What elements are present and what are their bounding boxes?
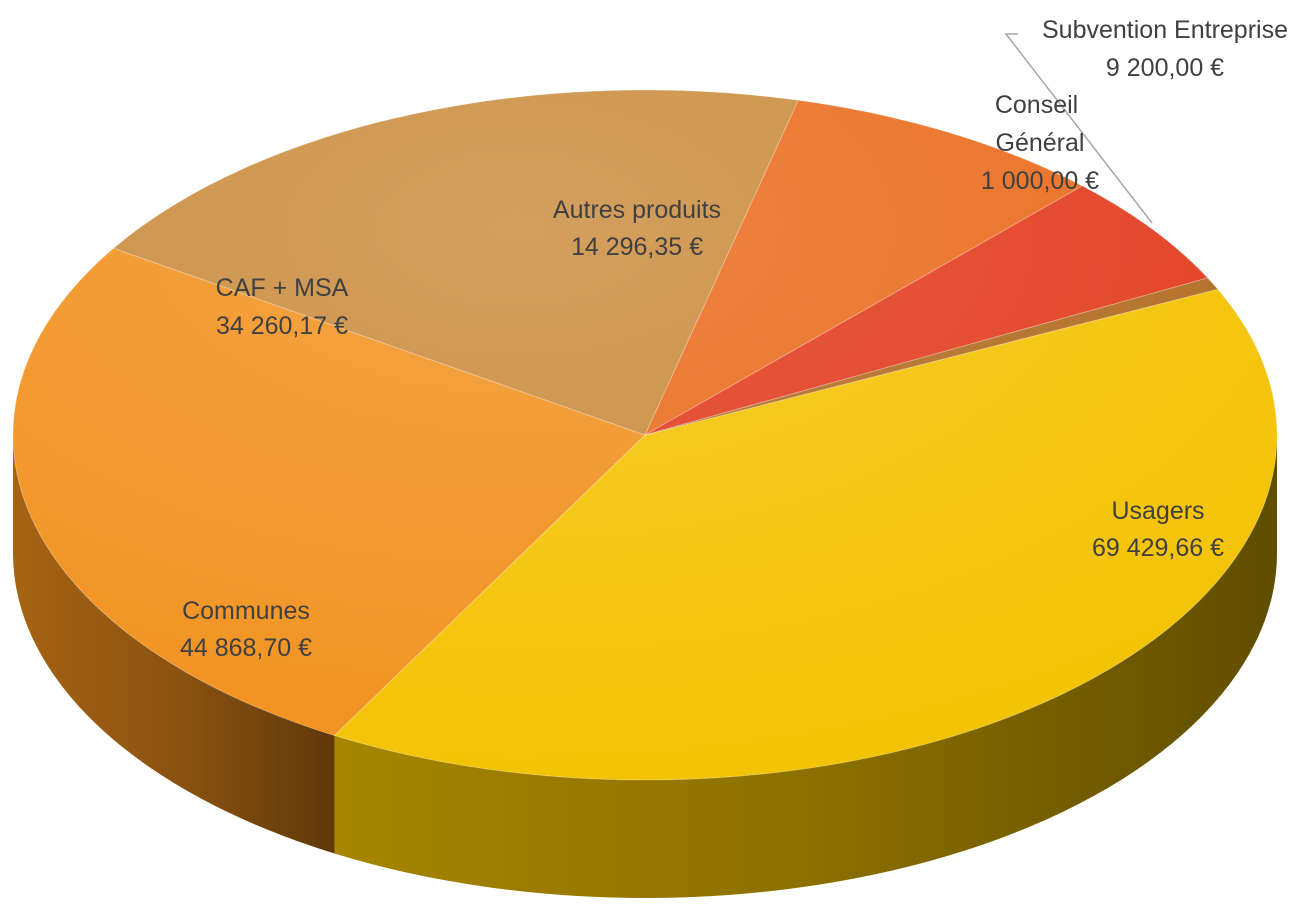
label-communes-value: 44 868,70 € [180,634,312,662]
label-conseil-general-name: Conseil Général [995,91,1085,157]
label-usagers-name: Usagers [1111,497,1204,525]
side-shade-usagers [334,435,1277,898]
pie-slices [12,89,1278,781]
label-subvention-entreprise-name: Subvention Entreprise [1042,16,1288,44]
label-caf-msa-name: CAF + MSA [216,274,349,302]
label-caf-msa-value: 34 260,17 € [216,312,348,340]
label-usagers-value: 69 429,66 € [1092,534,1224,562]
leader-lines [1004,33,1153,224]
pie-sides [13,435,1277,898]
leader-line-subvention-entreprise [1004,33,1153,224]
label-subvention-entreprise-value: 9 200,00 € [1106,54,1224,82]
label-communes-name: Communes [182,597,310,625]
side-shade-communes [13,435,335,854]
pie-top-highlight [13,90,1277,780]
label-conseil-general-value: 1 000,00 € [981,167,1099,195]
label-autres-produits-name: Autres produits [553,196,721,224]
label-autres-produits-value: 14 296,35 € [571,233,703,261]
